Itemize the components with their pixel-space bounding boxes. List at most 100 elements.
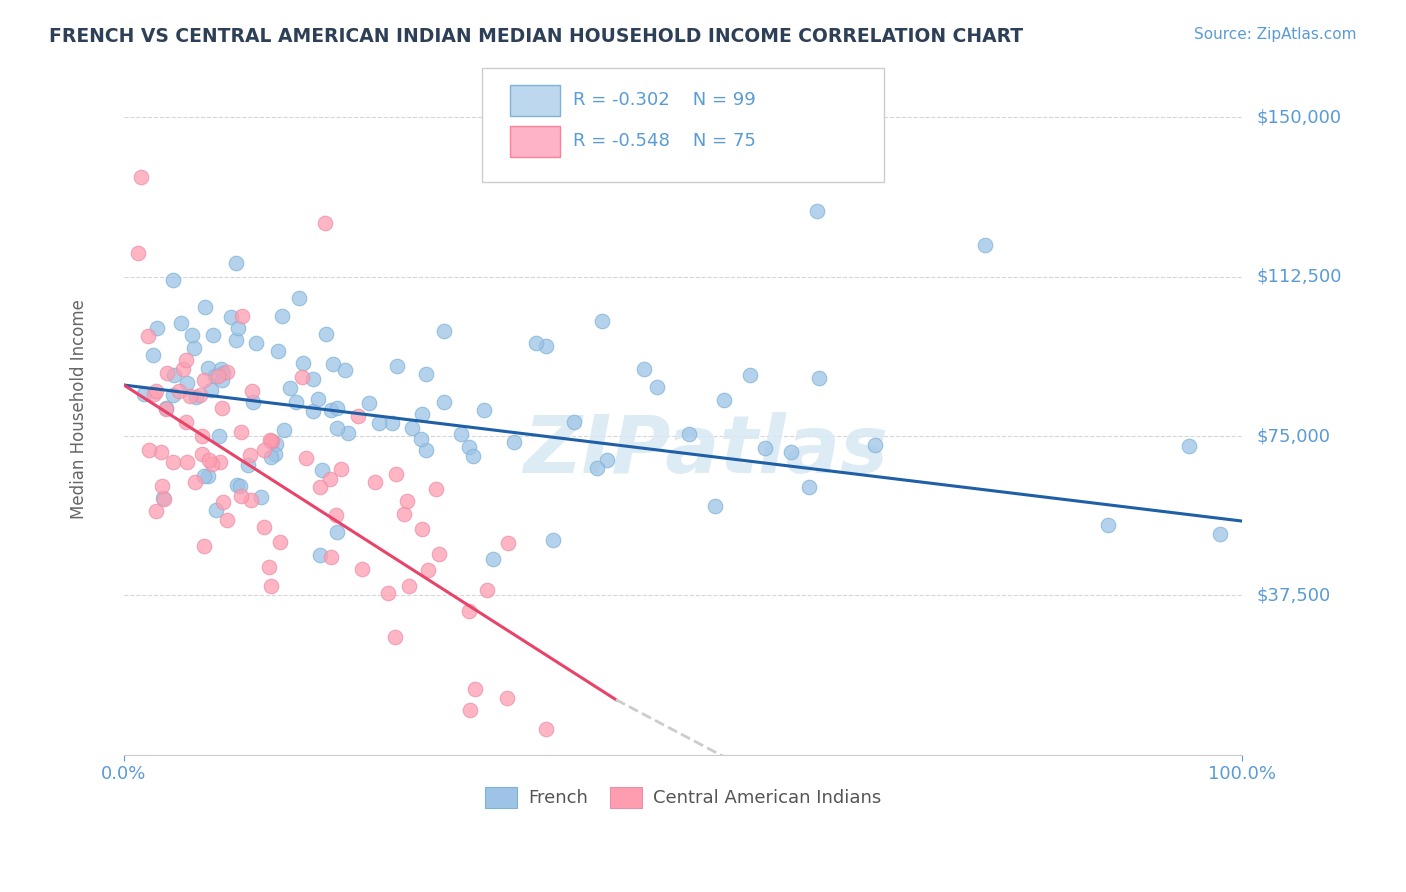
Point: [450, 427, 472, 442]
Point: [713, 392, 735, 407]
Point: [457, 441, 479, 455]
Point: [534, 722, 557, 736]
Point: [704, 500, 727, 514]
Text: $112,500: $112,500: [1257, 268, 1343, 285]
Point: [496, 690, 519, 705]
Point: [319, 549, 342, 564]
Point: [385, 359, 408, 373]
Point: [325, 421, 347, 435]
Point: [193, 373, 215, 387]
Text: Median Household Income: Median Household Income: [70, 300, 89, 519]
Point: [172, 362, 194, 376]
Point: [200, 384, 222, 398]
Point: [1209, 526, 1232, 541]
Point: [325, 508, 347, 522]
Point: [291, 356, 314, 370]
Point: [212, 366, 235, 380]
Point: [229, 478, 252, 492]
Point: [740, 368, 762, 383]
Point: [534, 339, 557, 353]
Point: [209, 361, 232, 376]
Point: [302, 372, 325, 386]
Point: [799, 480, 821, 494]
Point: [262, 434, 284, 448]
Point: [176, 455, 198, 469]
Point: [591, 314, 613, 328]
Point: [381, 416, 404, 430]
Point: [208, 429, 231, 443]
Point: [176, 376, 198, 390]
Point: [503, 434, 526, 449]
Point: [425, 482, 447, 496]
Point: [245, 336, 267, 351]
Point: [236, 458, 259, 473]
Point: [278, 381, 301, 395]
Point: [219, 310, 242, 324]
Point: [240, 384, 263, 398]
Point: [806, 203, 828, 218]
Point: [482, 552, 505, 566]
Text: Source: ZipAtlas.com: Source: ZipAtlas.com: [1194, 27, 1357, 42]
Point: [398, 579, 420, 593]
Point: [259, 433, 281, 447]
Point: [269, 534, 291, 549]
Point: [231, 309, 253, 323]
Point: [242, 394, 264, 409]
Point: [808, 371, 831, 385]
Point: [633, 362, 655, 376]
Point: [193, 539, 215, 553]
Point: [779, 444, 801, 458]
FancyBboxPatch shape: [482, 68, 884, 181]
Point: [162, 455, 184, 469]
Point: [215, 513, 238, 527]
Point: [150, 479, 173, 493]
Point: [201, 457, 224, 471]
Point: [541, 533, 564, 548]
Point: [257, 559, 280, 574]
Legend: French, Central American Indians: French, Central American Indians: [478, 780, 889, 815]
Point: [209, 454, 232, 468]
Point: [416, 563, 439, 577]
Point: [264, 437, 287, 451]
Point: [308, 480, 330, 494]
Point: [322, 357, 344, 371]
Point: [240, 492, 263, 507]
Point: [294, 451, 316, 466]
Point: [672, 131, 695, 145]
Point: [179, 389, 201, 403]
Point: [336, 425, 359, 440]
Point: [250, 490, 273, 504]
Point: [138, 442, 160, 457]
Point: [264, 447, 287, 461]
Point: [411, 408, 433, 422]
Point: [273, 423, 295, 437]
Point: [754, 441, 776, 455]
Point: [183, 341, 205, 355]
FancyBboxPatch shape: [509, 127, 560, 157]
Point: [198, 453, 221, 467]
Point: [152, 492, 174, 507]
Point: [415, 443, 437, 458]
Point: [315, 326, 337, 341]
Point: [411, 523, 433, 537]
Point: [309, 548, 332, 562]
Point: [156, 366, 179, 380]
Point: [145, 504, 167, 518]
Text: $37,500: $37,500: [1257, 586, 1331, 605]
Point: [194, 300, 217, 314]
Point: [188, 387, 211, 401]
Point: [433, 324, 456, 338]
Point: [291, 369, 314, 384]
Point: [127, 246, 149, 260]
Point: [174, 415, 197, 429]
Point: [167, 384, 190, 398]
Point: [228, 320, 250, 334]
Text: $150,000: $150,000: [1257, 108, 1341, 126]
Point: [229, 489, 252, 503]
Point: [271, 309, 294, 323]
Point: [162, 388, 184, 402]
Point: [678, 427, 700, 442]
Point: [146, 320, 169, 334]
Text: ZIPatlas: ZIPatlas: [523, 412, 887, 490]
Point: [143, 387, 166, 401]
